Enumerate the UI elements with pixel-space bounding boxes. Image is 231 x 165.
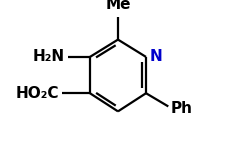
Text: HO₂C: HO₂C: [16, 86, 59, 101]
Text: Ph: Ph: [171, 101, 193, 115]
Text: N: N: [149, 50, 162, 64]
Text: Me: Me: [105, 0, 131, 12]
Text: H₂N: H₂N: [33, 50, 65, 64]
